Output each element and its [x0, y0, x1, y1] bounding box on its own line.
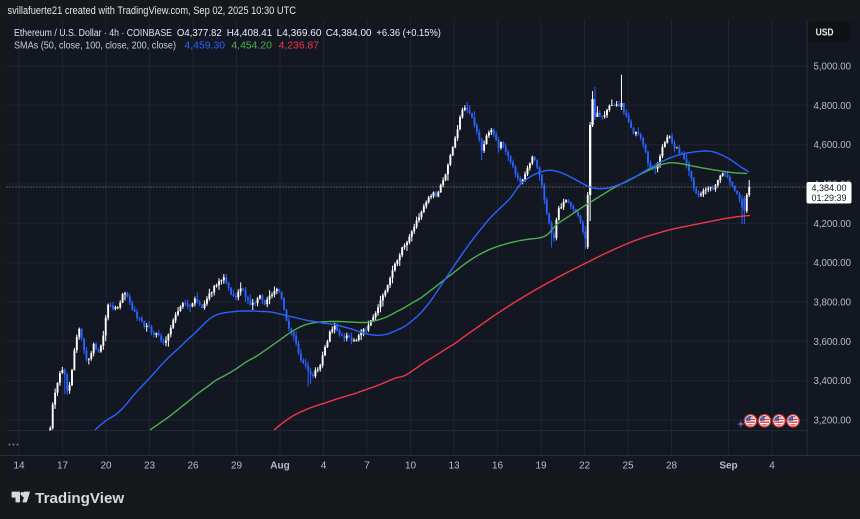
svg-text:01:29:39: 01:29:39: [812, 193, 847, 204]
svg-text:Sep: Sep: [719, 461, 737, 472]
svg-text:SMAs (50, close, 100, close, 2: SMAs (50, close, 100, close, 200, close): [14, 40, 176, 51]
svg-text:25: 25: [622, 461, 634, 472]
svg-text:L4,369.60: L4,369.60: [277, 28, 322, 39]
svg-text:4,000.00: 4,000.00: [814, 258, 852, 269]
svg-text:4,384.00: 4,384.00: [812, 183, 847, 194]
svg-text:20: 20: [100, 461, 112, 472]
svg-text:USD: USD: [816, 28, 834, 39]
svg-text:3,600.00: 3,600.00: [814, 337, 852, 348]
svg-text:26: 26: [187, 461, 199, 472]
svg-text:13: 13: [448, 461, 460, 472]
svg-text:4: 4: [321, 461, 327, 472]
svg-text:4,200.00: 4,200.00: [814, 219, 852, 230]
svg-text:3,400.00: 3,400.00: [814, 376, 852, 387]
svg-text:5,000.00: 5,000.00: [814, 62, 852, 73]
svg-text:4: 4: [769, 461, 775, 472]
svg-text:10: 10: [405, 461, 417, 472]
svg-text:svillafuerte21 created with Tr: svillafuerte21 created with TradingView.…: [8, 5, 297, 17]
svg-text:28: 28: [666, 461, 678, 472]
svg-text:H4,408.41: H4,408.41: [227, 28, 273, 39]
svg-text:C4,384.00: C4,384.00: [326, 28, 372, 39]
svg-text:4,236.87: 4,236.87: [279, 40, 320, 51]
svg-text:14: 14: [13, 461, 25, 472]
svg-text:4,600.00: 4,600.00: [814, 140, 852, 151]
svg-text:17: 17: [57, 461, 69, 472]
svg-text:Ethereum / U.S. Dollar · 4h ·: Ethereum / U.S. Dollar · 4h · COINBASE: [14, 28, 172, 39]
svg-text:7: 7: [364, 461, 370, 472]
svg-text:Aug: Aug: [270, 461, 289, 472]
svg-text:19: 19: [535, 461, 547, 472]
svg-text:22: 22: [579, 461, 591, 472]
svg-text:4,459.30: 4,459.30: [185, 40, 226, 51]
svg-text:16: 16: [492, 461, 504, 472]
svg-text:3,200.00: 3,200.00: [814, 416, 852, 427]
svg-text:TradingView: TradingView: [35, 491, 125, 507]
svg-text:4,454.20: 4,454.20: [231, 40, 272, 51]
svg-text:+6.36 (+0.15%): +6.36 (+0.15%): [376, 28, 441, 39]
svg-text:4,800.00: 4,800.00: [814, 101, 852, 112]
svg-text:3,800.00: 3,800.00: [814, 298, 852, 309]
svg-text:29: 29: [231, 461, 243, 472]
svg-text:O4,377.82: O4,377.82: [177, 28, 222, 39]
svg-text:23: 23: [144, 461, 156, 472]
